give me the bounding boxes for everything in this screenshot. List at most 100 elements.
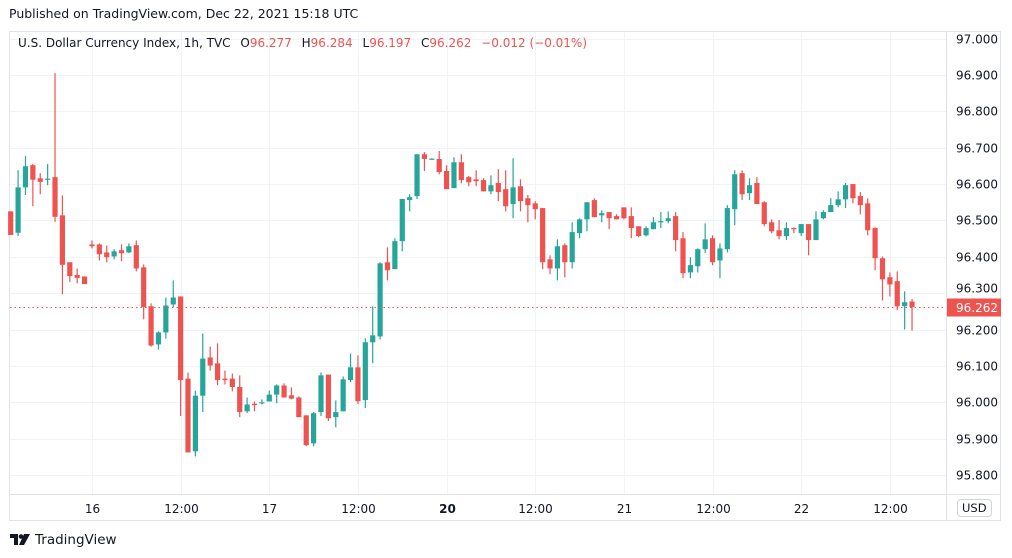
candle-bearish	[303, 415, 309, 447]
tradingview-brand[interactable]: TradingView	[10, 532, 117, 548]
candle-body	[251, 403, 258, 406]
candle-bearish	[673, 212, 679, 252]
candle-body	[761, 202, 767, 225]
open-value: 96.277	[249, 36, 292, 50]
candle-bullish	[702, 223, 708, 254]
symbol-legend: U.S. Dollar Currency Index, 1h, TVC O96.…	[18, 36, 587, 50]
price-tick-label: 96.500	[956, 214, 998, 228]
candle-body	[613, 216, 620, 220]
currency-button[interactable]: USD	[957, 499, 992, 517]
price-tick-label: 96.000	[956, 396, 998, 410]
candle-bullish	[259, 399, 265, 405]
candle-body	[562, 245, 568, 263]
candle-body	[495, 182, 501, 193]
candle-bearish	[229, 373, 235, 392]
candle-bullish	[835, 191, 841, 208]
candle-bearish	[52, 73, 58, 222]
candle-bearish	[222, 370, 228, 385]
candle-bullish	[554, 239, 561, 281]
candle-bullish	[362, 338, 368, 409]
candle-bullish	[488, 175, 494, 195]
candle-bearish	[421, 152, 428, 171]
candle-body	[8, 211, 14, 235]
candle-body	[887, 277, 893, 285]
candle-body	[850, 184, 856, 199]
candle-body	[466, 177, 472, 183]
candle-bearish	[288, 387, 295, 400]
candle-bearish	[296, 396, 302, 418]
candle-bullish	[813, 211, 819, 241]
candle-bearish	[214, 343, 221, 386]
candle-body	[820, 212, 826, 219]
candle-body	[178, 296, 184, 381]
candle-bearish	[894, 271, 900, 311]
candle-bullish	[333, 400, 339, 428]
close-label: C	[421, 36, 430, 50]
candle-bullish	[407, 194, 413, 212]
candle-body	[155, 332, 162, 345]
candle-bullish	[665, 211, 671, 224]
candle-bearish	[495, 169, 501, 202]
candle-body	[835, 199, 841, 206]
candle-body	[665, 218, 671, 222]
candle-bullish	[340, 376, 346, 412]
candle-body	[488, 185, 494, 192]
candle-body	[429, 158, 435, 160]
candle-bullish	[687, 257, 693, 279]
candle-body	[377, 263, 383, 337]
brand-name: TradingView	[35, 532, 117, 548]
high-label: H	[301, 36, 311, 50]
candle-bullish	[155, 331, 162, 350]
time-axis[interactable]: 16 12:00 17 12:00 20 12:00 21 12:00 22 12:00	[85, 502, 908, 516]
candle-body	[776, 230, 782, 237]
price-tick-label: 96.800	[956, 105, 998, 119]
time-tick-label: 12:00	[696, 502, 731, 516]
candle-body	[288, 395, 295, 399]
candle-body	[658, 221, 664, 223]
candle-bullish	[746, 178, 753, 201]
candle-bullish	[599, 210, 605, 223]
candle-body	[643, 228, 649, 236]
price-axis[interactable]: 97.000 96.900 96.800 96.700 96.600 96.500 96.4…	[956, 33, 998, 483]
candle-body	[628, 216, 634, 229]
candle-body	[15, 187, 21, 233]
candle-body	[200, 358, 206, 396]
candle-body	[650, 222, 657, 230]
price-tick-label: 96.900	[956, 69, 998, 83]
candle-bearish	[141, 264, 147, 320]
candle-bullish	[902, 291, 908, 330]
candle-bullish	[451, 157, 457, 189]
candle-body	[281, 385, 287, 398]
candle-bearish	[355, 355, 361, 405]
candle-bearish	[458, 154, 464, 184]
candle-bearish	[148, 303, 154, 347]
candle-bearish	[96, 243, 102, 261]
candle-body	[791, 228, 797, 230]
candle-bearish	[384, 247, 391, 281]
candle-body	[259, 402, 265, 404]
candle-bearish	[237, 375, 243, 418]
candle-body	[857, 196, 863, 206]
candle-body	[443, 170, 450, 190]
candle-bullish	[377, 262, 383, 340]
candle-body	[325, 374, 331, 419]
candle-body	[540, 208, 546, 263]
candle-body	[806, 224, 812, 241]
high-value: 96.284	[310, 36, 353, 50]
candle-body	[207, 357, 213, 366]
candle-body	[739, 173, 745, 195]
candle-bullish	[429, 158, 435, 160]
time-tick-label: 16	[85, 502, 100, 516]
candle-body	[702, 239, 708, 250]
candle-body	[798, 224, 804, 234]
candle-body	[340, 379, 346, 412]
candle-body	[355, 367, 361, 402]
candle-bearish	[525, 194, 531, 223]
candle-bullish	[650, 217, 657, 230]
candle-body	[118, 250, 125, 254]
time-tick-label: 21	[617, 502, 632, 516]
candle-body	[717, 248, 723, 261]
candle-body	[599, 213, 605, 216]
candle-bearish	[59, 195, 66, 295]
